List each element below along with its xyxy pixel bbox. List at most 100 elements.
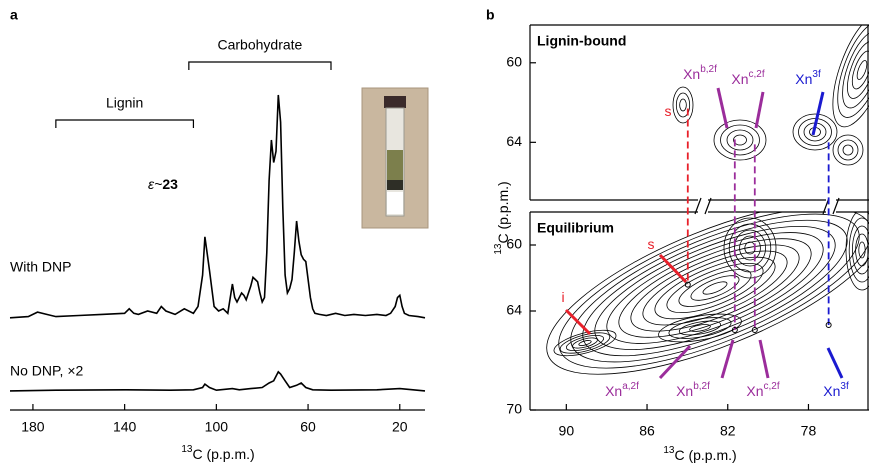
bracket <box>188 61 332 70</box>
vial-photo <box>361 87 429 229</box>
guide-end <box>825 322 832 329</box>
x-tick-label: 60 <box>300 419 316 435</box>
contour <box>837 139 859 161</box>
x-axis-label-part: C (p.p.m.) <box>674 447 736 463</box>
contour <box>832 25 869 128</box>
x-axis-label-part: C (p.p.m.) <box>192 446 254 462</box>
contour <box>720 124 760 156</box>
contour <box>553 329 617 357</box>
peak-label-part: 3f <box>812 69 821 80</box>
x-axis-label: 13C (p.p.m.) <box>663 445 736 463</box>
contour <box>565 334 605 352</box>
contour <box>666 262 764 314</box>
peak-label-part: 3f <box>840 381 849 392</box>
contour <box>852 225 869 275</box>
contour <box>689 324 711 332</box>
contour <box>734 229 767 267</box>
peak-label-part: a,2f <box>622 381 639 392</box>
contour <box>606 232 824 344</box>
peak-label: s <box>648 236 655 252</box>
y-axis-label: 13C (p.p.m.) <box>493 181 511 254</box>
contour <box>848 217 869 283</box>
x-axis-label-part: 13 <box>663 445 675 456</box>
contour <box>798 118 832 146</box>
label-pointer <box>754 91 765 129</box>
contour <box>713 119 767 161</box>
contour <box>856 60 868 80</box>
peak-label-part: Xn <box>795 71 812 87</box>
guide-end <box>751 326 758 333</box>
enhancement: ε~23 <box>148 176 178 192</box>
contours-top <box>672 25 869 166</box>
contour <box>847 41 869 99</box>
series-label: With DNP <box>10 259 71 275</box>
contour <box>858 241 866 259</box>
bracket-label: Carbohydrate <box>218 37 303 53</box>
peak-label-part: Xn <box>731 71 748 87</box>
contour <box>728 223 772 273</box>
peak-label-part: Xn <box>746 383 763 399</box>
peak-label-part: b,2f <box>693 381 710 392</box>
peak-label: Xnc,2f <box>746 381 779 399</box>
bracket <box>55 119 195 128</box>
x-tick-label: 140 <box>113 419 137 435</box>
peak-label: i <box>561 289 564 305</box>
peak-label-part: b,2f <box>700 64 717 75</box>
peak-label-part: s <box>648 236 655 252</box>
peak-label: Xn3f <box>823 381 849 399</box>
x-tick-label: 86 <box>639 423 655 439</box>
contour <box>570 213 860 363</box>
contour <box>726 129 754 151</box>
contour <box>630 244 800 332</box>
contour <box>618 238 812 338</box>
label-pointer <box>658 344 692 380</box>
panel-title: Equilibrium <box>537 220 614 236</box>
peak-label-part: Xn <box>823 383 840 399</box>
enhancement-value: 23 <box>162 176 178 192</box>
contour <box>672 86 694 124</box>
x-tick-label: 100 <box>205 419 229 435</box>
contour <box>578 340 592 346</box>
label-pointer <box>658 253 688 284</box>
contour <box>690 275 740 301</box>
peak-label-part: s <box>665 103 672 119</box>
peak-label-part: i <box>561 289 564 305</box>
peak-label-part: c,2f <box>764 381 780 392</box>
x-tick-label: 78 <box>801 423 817 439</box>
series-label: No DNP, ×2 <box>10 363 83 379</box>
peak-label-part: Xn <box>683 66 700 82</box>
contour <box>842 144 854 156</box>
label-pointer <box>716 87 729 129</box>
label-pointer <box>826 347 844 379</box>
x-tick-label: 20 <box>392 419 408 435</box>
contour <box>723 217 777 279</box>
contour <box>642 250 788 326</box>
y-tick-label: 64 <box>506 302 522 318</box>
contour <box>594 225 836 351</box>
peak-label: Xnb,2f <box>676 381 710 399</box>
peak-label-part: Xn <box>605 383 622 399</box>
x-tick-label: 180 <box>21 419 45 435</box>
x-axis-label: 13C (p.p.m.) <box>181 444 254 462</box>
contour <box>559 332 611 354</box>
label-pointer <box>720 339 735 379</box>
spectrum-line <box>9 370 426 392</box>
x-axis-label-part: 13 <box>181 444 193 455</box>
x-tick-label: 90 <box>559 423 575 439</box>
contour <box>739 235 761 261</box>
contour <box>678 269 752 307</box>
contour <box>546 212 869 375</box>
contour <box>792 113 838 151</box>
label-pointer <box>811 91 825 136</box>
peak-label: s <box>665 103 672 119</box>
y-axis-label-part: 13 <box>493 243 504 255</box>
label-pointer <box>758 339 770 379</box>
contour <box>558 212 869 369</box>
contour <box>842 31 869 109</box>
label-pointer <box>564 308 592 336</box>
peak-label: Xn3f <box>795 69 821 87</box>
contours-bottom <box>546 212 869 375</box>
contour <box>572 337 598 349</box>
